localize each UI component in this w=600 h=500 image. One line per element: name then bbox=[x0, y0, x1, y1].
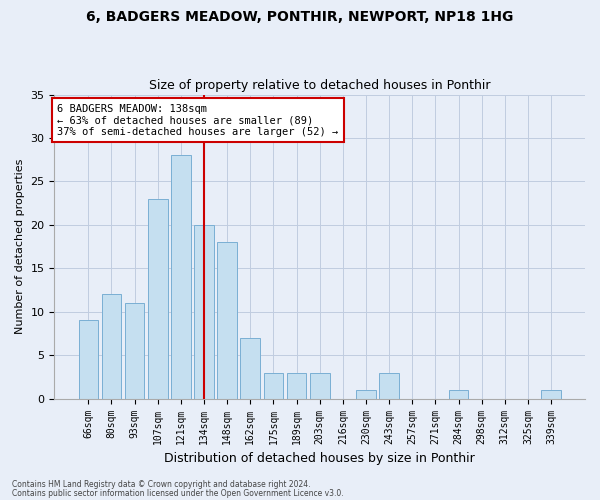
Bar bbox=[449, 390, 469, 398]
Bar bbox=[79, 320, 98, 398]
Bar bbox=[310, 372, 329, 398]
Bar bbox=[263, 372, 283, 398]
Bar bbox=[125, 303, 145, 398]
Text: 6 BADGERS MEADOW: 138sqm
← 63% of detached houses are smaller (89)
37% of semi-d: 6 BADGERS MEADOW: 138sqm ← 63% of detach… bbox=[57, 104, 338, 137]
Bar bbox=[356, 390, 376, 398]
Bar bbox=[101, 294, 121, 399]
Y-axis label: Number of detached properties: Number of detached properties bbox=[15, 159, 25, 334]
Bar bbox=[217, 242, 237, 398]
Bar bbox=[171, 156, 191, 398]
Bar bbox=[379, 372, 399, 398]
Bar bbox=[194, 225, 214, 398]
Text: Contains HM Land Registry data © Crown copyright and database right 2024.: Contains HM Land Registry data © Crown c… bbox=[12, 480, 311, 489]
Bar bbox=[287, 372, 307, 398]
Text: 6, BADGERS MEADOW, PONTHIR, NEWPORT, NP18 1HG: 6, BADGERS MEADOW, PONTHIR, NEWPORT, NP1… bbox=[86, 10, 514, 24]
Text: Contains public sector information licensed under the Open Government Licence v3: Contains public sector information licen… bbox=[12, 488, 344, 498]
Bar bbox=[241, 338, 260, 398]
Title: Size of property relative to detached houses in Ponthir: Size of property relative to detached ho… bbox=[149, 79, 490, 92]
X-axis label: Distribution of detached houses by size in Ponthir: Distribution of detached houses by size … bbox=[164, 452, 475, 465]
Bar bbox=[148, 199, 167, 398]
Bar bbox=[541, 390, 561, 398]
